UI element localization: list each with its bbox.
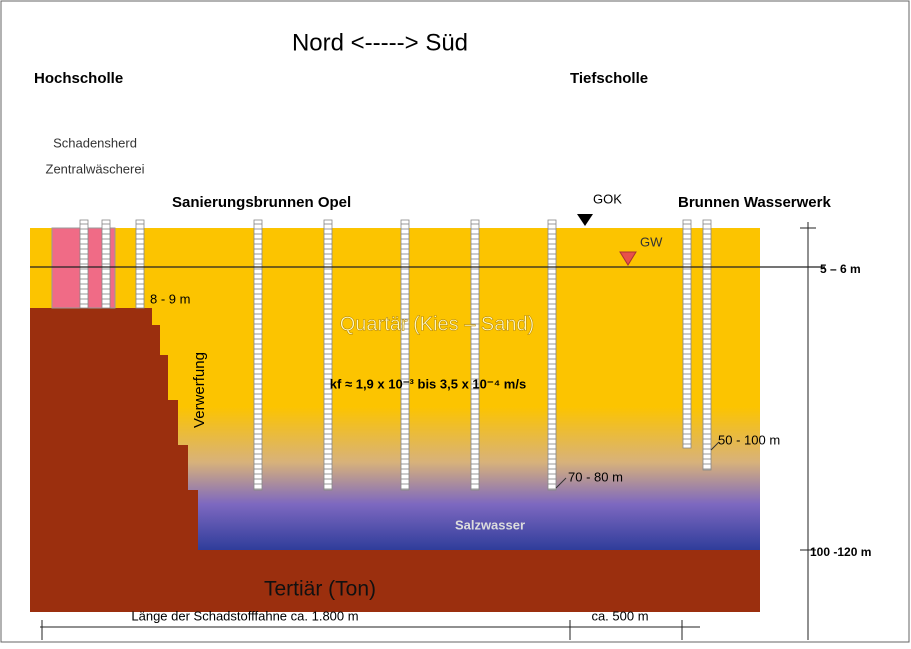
label: Zentralwäscherei (46, 161, 145, 176)
leader (555, 477, 567, 489)
well (470, 219, 480, 491)
title: Nord <-----> Süd (292, 29, 468, 56)
label: Quartär (Kies – Sand) (340, 313, 535, 335)
label: Hochscholle (34, 70, 123, 87)
well (135, 219, 145, 309)
label: ca. 500 m (591, 608, 648, 623)
label: Schadensherd (53, 135, 137, 150)
label: 5 – 6 m (820, 262, 861, 276)
label: 100 -120 m (810, 545, 871, 559)
well (682, 219, 692, 449)
tertiary-clay (30, 308, 760, 612)
label: GOK (593, 191, 622, 206)
label: Länge der Schadstofffahne ca. 1.800 m (131, 608, 358, 623)
well (79, 219, 89, 309)
label: 70 - 80 m (568, 469, 623, 484)
label: Salzwasser (455, 517, 525, 532)
gok-marker (577, 214, 593, 226)
well (253, 219, 263, 491)
label: kf ≈ 1,9 x 10⁻³ bis 3,5 x 10⁻⁴ m/s (330, 376, 526, 391)
label: Brunnen Wasserwerk (678, 194, 831, 211)
label: Sanierungsbrunnen Opel (172, 194, 351, 211)
label: GW (640, 234, 663, 249)
well (323, 219, 333, 491)
well (400, 219, 410, 491)
well (547, 219, 557, 491)
wells (79, 219, 712, 491)
gw-marker (619, 251, 637, 266)
label: Verwerfung (191, 352, 208, 428)
label: 50 - 100 m (718, 432, 780, 447)
leader (710, 441, 720, 451)
label: 8 - 9 m (150, 291, 190, 306)
label: Tiefscholle (570, 70, 648, 87)
well (702, 219, 712, 471)
well (101, 219, 111, 309)
label: Tertiär (Ton) (264, 578, 376, 601)
